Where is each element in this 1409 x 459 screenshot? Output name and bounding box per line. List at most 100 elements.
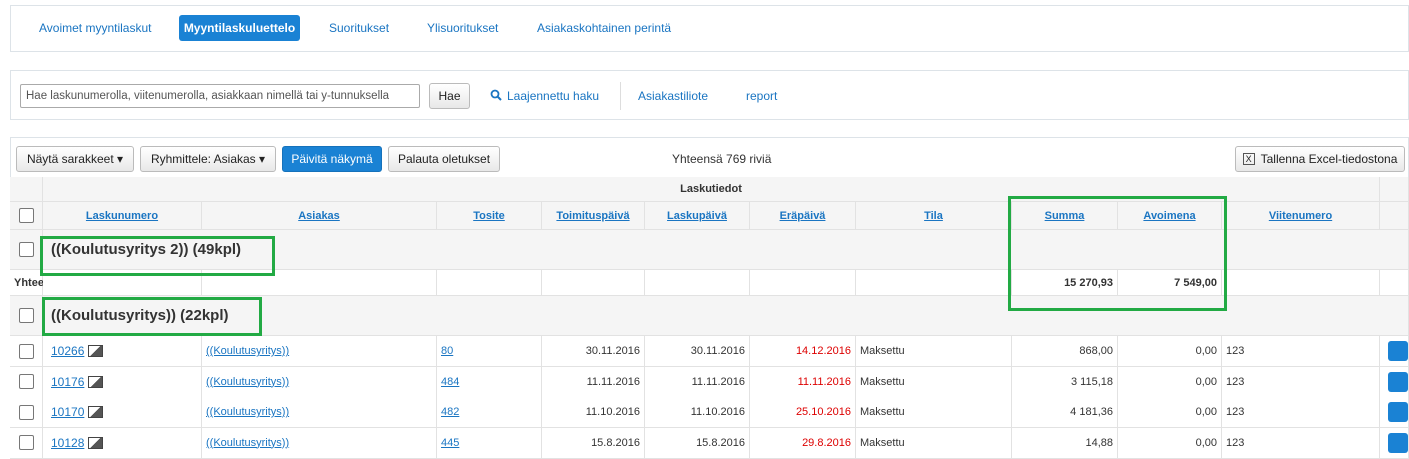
link[interactable]: ((Koulutusyritys)) [206,406,290,418]
value: Maksettu [860,375,905,388]
image-icon[interactable] [88,375,104,388]
group-cell [10,296,43,336]
refresh-button[interactable]: Päivitä näkymä [282,146,382,172]
column-header: Avoimena [1118,202,1222,230]
link[interactable]: Asiakastiliote [638,89,709,103]
value: 123 [1226,436,1245,449]
row-cell: 14,88 [1012,427,1118,459]
header-cell [1380,202,1409,230]
link[interactable]: 10170 [51,405,85,419]
column-title[interactable]: Tila [924,209,943,222]
checkbox[interactable] [18,208,34,223]
column-title[interactable]: Viitenumero [1268,209,1333,222]
link[interactable]: 482 [441,406,460,418]
link[interactable]: 10176 [51,374,85,389]
column-header: Eräpäivä [750,202,856,230]
row-cell [10,336,43,367]
group-button[interactable]: Ryhmittele: Asiakas ▾ [140,146,276,172]
header-cell [1380,177,1409,202]
row-cell: 123 [1222,366,1380,398]
value: 0,00 [1195,436,1217,449]
column-title[interactable]: Eräpäivä [779,209,826,222]
value: 0,00 [1195,375,1217,388]
search-input[interactable]: Hae laskunumerolla, viitenumerolla, asia… [20,84,420,108]
link[interactable]: ((Koulutusyritys)) [206,436,290,449]
row-cell: 123 [1222,336,1380,367]
row-cell: ((Koulutusyritys)) [202,336,437,367]
row-cell: 445 [437,427,542,459]
value: Maksettu [860,345,905,357]
link[interactable]: 445 [441,436,460,449]
row-cell: 484 [437,366,542,398]
columns-button[interactable]: Näytä sarakkeet ▾ [16,146,134,172]
row-cell: 30.11.2016 [645,336,750,367]
link[interactable]: 10128 [51,435,85,450]
total-value: 15 270,93 [1012,270,1118,296]
link[interactable]: 484 [441,375,460,388]
value: 15.8.2016 [696,436,745,449]
action-cell [1380,366,1409,398]
image-icon[interactable] [88,345,104,357]
tab[interactable]: Suoritukset [329,21,390,35]
value: 11.11.2016 [586,375,640,388]
link[interactable]: 80 [441,345,454,357]
checkbox[interactable] [18,343,34,359]
tab[interactable]: Ylisuoritukset [427,21,499,35]
checkbox[interactable] [18,404,34,420]
tab[interactable]: Asiakaskohtainen perintä [537,21,672,35]
link[interactable]: ((Koulutusyritys)) [206,345,290,357]
total-cell [856,270,1012,296]
column-title[interactable]: Summa [1044,209,1085,222]
image-icon[interactable] [88,406,104,418]
row-cell: 14.12.2016 [750,336,856,367]
reset-button[interactable]: Palauta oletukset [388,146,500,172]
value: 11.10.2016 [690,406,745,418]
link[interactable]: 10266 [51,344,85,358]
dropdown-button[interactable] [1388,402,1408,422]
search-panel [10,70,1409,120]
column-title[interactable]: Asiakas [298,209,340,222]
row-cell: 482 [437,397,542,428]
value: Maksettu [860,406,905,418]
label: Tallenna Excel-tiedostona [1260,152,1398,166]
column-title[interactable]: Avoimena [1143,209,1196,222]
search-button[interactable]: Hae [429,83,470,109]
highlight [40,236,275,276]
checkbox[interactable] [18,374,34,389]
column-title[interactable]: Laskupäivä [667,209,727,222]
checkbox[interactable] [18,242,34,257]
row-cell [10,427,43,459]
link[interactable]: report [746,89,778,103]
column-header: Viitenumero [1222,202,1380,230]
link[interactable]: ((Koulutusyritys)) [206,375,290,388]
column-header: Toimituspäivä [542,202,645,230]
total-label: Yhteensä [10,270,63,296]
dropdown-button[interactable] [1388,341,1408,361]
tab[interactable]: Avoimet myyntilaskut [39,21,152,35]
total-cell [542,270,645,296]
dropdown-button[interactable] [1388,371,1408,392]
advanced-search[interactable]: Laajennettu haku [507,89,600,103]
value: 15.8.2016 [591,436,640,449]
column-title[interactable]: Toimituspäivä [556,209,630,222]
row-cell: 10170 [43,397,202,428]
highlight [42,297,262,336]
row-cell: 868,00 [1012,336,1118,367]
column-header: Tosite [437,202,542,230]
checkbox[interactable] [18,435,34,450]
column-header: Asiakas [202,202,437,230]
value: 3 115,18 [1070,375,1113,388]
excel-button[interactable]: X Tallenna Excel-tiedostona [1235,146,1405,172]
row-cell: 15.8.2016 [645,427,750,459]
dropdown-button[interactable] [1388,432,1408,453]
checkbox[interactable] [18,308,34,323]
action-cell [1380,336,1409,367]
value: 11.11.2016 [691,375,745,388]
image-icon[interactable] [88,436,104,449]
column-title[interactable]: Laskunumero [85,209,159,222]
value: 123 [1226,375,1245,388]
tab-active[interactable]: Myyntilaskuluettelo [179,15,300,41]
column-title[interactable]: Tosite [473,209,505,222]
row-cell: 15.8.2016 [542,427,645,459]
